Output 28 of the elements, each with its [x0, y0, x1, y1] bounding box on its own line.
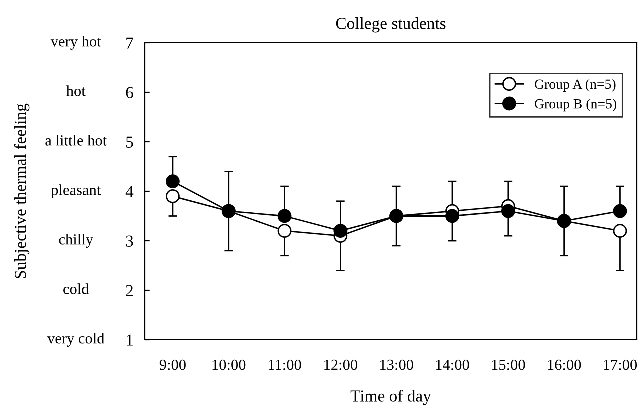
- x-tick-label: 14:00: [436, 360, 470, 370]
- legend-label: Group B (n=5): [535, 98, 617, 112]
- text: chilly: [59, 234, 94, 248]
- y-tick-label: 1: [127, 334, 133, 346]
- text: Subjective thermal feeling: [14, 104, 30, 278]
- text: very hot: [50, 36, 102, 50]
- text: cold: [64, 284, 90, 294]
- text: very cold: [47, 333, 105, 347]
- y-tick-label: 6: [126, 87, 134, 98]
- x-tick-label: 17:00: [604, 360, 638, 370]
- y-tick-label: 2: [126, 285, 133, 296]
- x-tick-label: 11:00: [269, 360, 302, 370]
- x-tick-label: 13:00: [380, 360, 414, 370]
- y-tick-label: 5: [126, 136, 134, 148]
- x-tick-label: 12:00: [324, 360, 358, 370]
- x-tick-label: 16:00: [548, 360, 582, 370]
- y-tick-label: 3: [126, 236, 134, 247]
- text: hot: [66, 86, 86, 96]
- legend-label: Group A (n=5): [535, 79, 616, 92]
- y-tick-label: 4: [126, 186, 134, 198]
- x-axis-title: Time of day: [350, 390, 432, 406]
- x-tick-label: 10:00: [212, 360, 246, 370]
- text: pleasant: [51, 184, 102, 198]
- text: a little hot: [46, 135, 108, 146]
- y-tick-label: 7: [126, 38, 134, 49]
- x-tick-label: 9:00: [160, 360, 186, 370]
- chart-title: College students: [336, 18, 446, 33]
- x-tick-label: 15:00: [492, 360, 526, 370]
